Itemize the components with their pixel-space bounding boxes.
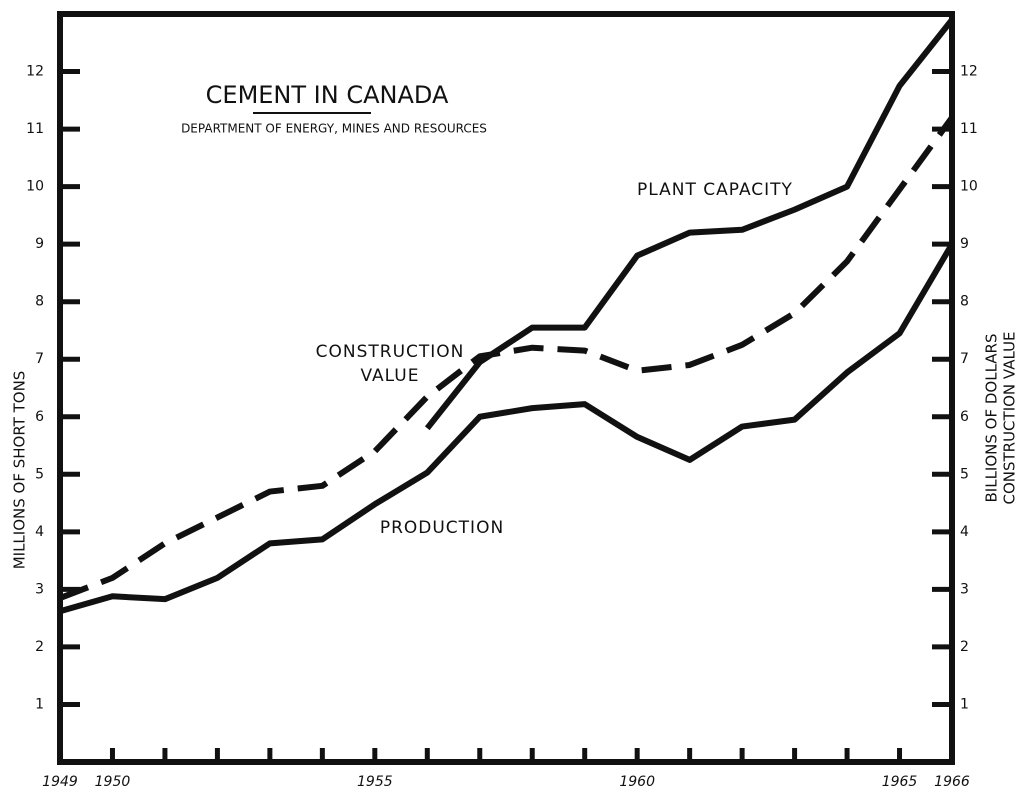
y-tick-label: 5 bbox=[35, 466, 44, 482]
y-tick-label: 8 bbox=[35, 294, 44, 310]
series-label: PRODUCTION bbox=[380, 518, 504, 538]
y2-tick-label: 7 bbox=[960, 351, 969, 367]
y2-tick-label: 9 bbox=[960, 236, 969, 252]
y-tick-label: 1 bbox=[35, 696, 44, 712]
series-label: CONSTRUCTION VALUE bbox=[316, 342, 465, 386]
series-label: PLANT CAPACITY bbox=[637, 180, 793, 200]
x-tick-label: 1950 bbox=[95, 774, 131, 790]
y-tick-label: 12 bbox=[26, 64, 44, 80]
y2-tick-label: 4 bbox=[960, 524, 969, 540]
x-tick-label: 1949 bbox=[42, 774, 78, 790]
y2-tick-label: 2 bbox=[960, 639, 969, 655]
chart-title: CEMENT IN CANADA bbox=[206, 81, 449, 109]
series-line bbox=[424, 17, 955, 431]
x-tick-label: 1965 bbox=[882, 774, 918, 790]
y-tick-label: 4 bbox=[35, 524, 44, 540]
y2-tick-label: 6 bbox=[960, 409, 969, 425]
y2-tick-label: 10 bbox=[960, 179, 978, 195]
y2-axis-label: CONSTRUCTION VALUE bbox=[1001, 331, 1019, 504]
y-tick-label: 7 bbox=[35, 351, 44, 367]
y2-tick-label: 3 bbox=[960, 581, 969, 597]
y2-tick-label: 11 bbox=[960, 121, 978, 137]
y-tick-label: 11 bbox=[26, 121, 44, 137]
series-line bbox=[59, 242, 955, 615]
x-tick-label: 1955 bbox=[357, 774, 393, 790]
y-axis-label: MILLIONS OF SHORT TONS bbox=[11, 371, 29, 570]
chart-subtitle: DEPARTMENT OF ENERGY, MINES AND RESOURCE… bbox=[181, 122, 487, 136]
x-tick-label: 1966 bbox=[934, 774, 970, 790]
series-line bbox=[58, 115, 955, 601]
plot-frame bbox=[57, 11, 955, 765]
y2-tick-label: 8 bbox=[960, 294, 969, 310]
x-tick-label: 1960 bbox=[619, 774, 655, 790]
y-tick-label: 10 bbox=[26, 179, 44, 195]
y2-axis-label: BILLIONS OF DOLLARS bbox=[983, 334, 1001, 503]
y-tick-label: 9 bbox=[35, 236, 44, 252]
y-tick-label: 2 bbox=[35, 639, 44, 655]
y2-tick-label: 12 bbox=[960, 64, 978, 80]
y2-tick-label: 1 bbox=[960, 696, 969, 712]
y2-tick-label: 5 bbox=[960, 466, 969, 482]
y-tick-label: 6 bbox=[35, 409, 44, 425]
y-tick-label: 3 bbox=[35, 581, 44, 597]
